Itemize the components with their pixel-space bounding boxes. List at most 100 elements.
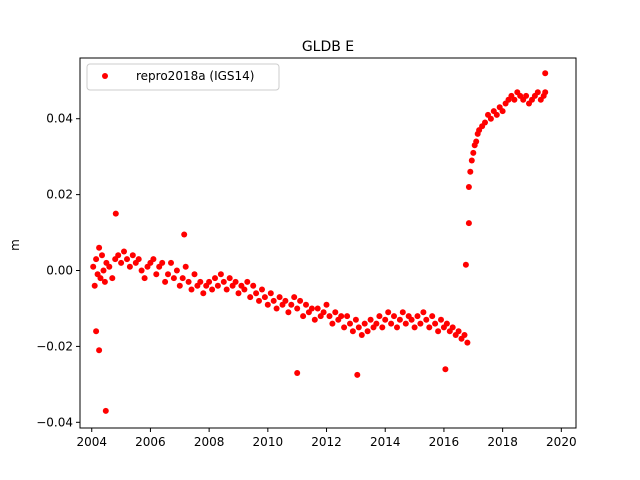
data-point [300, 313, 307, 320]
data-point [408, 316, 415, 323]
data-point [96, 347, 103, 354]
data-point [135, 256, 142, 263]
legend-marker [102, 73, 108, 79]
data-point [276, 294, 283, 301]
y-axis: −0.04 −0.02 0.00 0.02 0.04 [36, 112, 80, 429]
data-point [200, 290, 207, 297]
data-point [391, 313, 397, 320]
data-point [499, 108, 506, 115]
data-point [250, 282, 257, 289]
data-point [349, 328, 356, 335]
data-point [338, 313, 345, 320]
data-point [282, 297, 289, 304]
data-point [212, 275, 218, 282]
data-point [320, 309, 327, 316]
data-points [90, 70, 549, 414]
data-point [188, 286, 195, 293]
data-point [358, 332, 365, 338]
data-point [285, 309, 292, 316]
data-point [217, 271, 224, 278]
data-point [170, 275, 177, 282]
data-point [115, 252, 122, 259]
data-point [385, 309, 392, 316]
y-tick-label: −0.02 [36, 339, 73, 353]
data-point [168, 259, 174, 266]
data-point [420, 309, 427, 316]
data-point [179, 275, 186, 282]
data-point [414, 313, 421, 320]
data-point [209, 286, 216, 293]
data-point [379, 324, 386, 331]
y-tick-label: 0.00 [46, 264, 73, 278]
data-point [455, 328, 462, 335]
data-point [294, 305, 301, 312]
data-point [323, 301, 330, 308]
data-point [399, 309, 406, 316]
x-tick-label: 2006 [135, 435, 166, 449]
data-point [332, 309, 339, 316]
data-point [417, 320, 424, 327]
data-point [382, 316, 389, 323]
data-point [470, 149, 477, 156]
data-point [493, 111, 500, 118]
data-point [438, 316, 444, 323]
data-point [367, 316, 374, 323]
data-point [534, 89, 541, 96]
data-point [214, 282, 221, 289]
data-point [354, 371, 361, 378]
data-point [223, 286, 230, 293]
data-point [308, 305, 315, 312]
data-point [118, 259, 125, 266]
data-point [294, 370, 301, 376]
x-tick-label: 2018 [487, 435, 518, 449]
data-point [482, 119, 488, 126]
chart-title: GLDB E [302, 39, 354, 55]
data-point [162, 278, 169, 285]
data-point [226, 275, 233, 282]
data-point [468, 157, 475, 164]
legend-box [86, 63, 280, 91]
data-point [291, 294, 298, 301]
x-axis: 2004 2006 2008 2010 2012 2014 2016 2018 2020 [76, 428, 577, 449]
data-point [361, 320, 368, 327]
data-point [341, 324, 348, 331]
data-point [344, 313, 351, 320]
data-point [176, 282, 183, 289]
data-point [191, 271, 198, 278]
y-axis-title: m [8, 239, 22, 251]
data-point [165, 271, 171, 278]
data-point [93, 328, 100, 335]
data-point [232, 278, 239, 285]
data-point [449, 324, 456, 331]
data-point [106, 263, 113, 270]
data-point [247, 294, 254, 301]
data-point [150, 256, 157, 263]
data-point [432, 320, 439, 327]
data-point [461, 332, 468, 338]
data-point [102, 407, 109, 414]
data-point [465, 184, 472, 190]
data-point [423, 316, 430, 323]
data-point [96, 244, 103, 251]
y-tick-label: −0.04 [36, 415, 73, 429]
x-tick-label: 2008 [194, 435, 225, 449]
data-point [288, 301, 295, 308]
data-point [141, 275, 148, 282]
data-point [297, 297, 304, 304]
x-tick-label: 2004 [76, 435, 107, 449]
data-point [235, 290, 242, 297]
data-point [467, 168, 474, 175]
data-point [273, 305, 280, 312]
data-point [326, 313, 333, 320]
data-point [185, 278, 192, 285]
y-tick-label: 0.04 [46, 112, 73, 126]
data-point [462, 261, 469, 268]
data-point [138, 267, 145, 274]
data-point [173, 267, 180, 274]
data-point [355, 324, 362, 331]
data-point [329, 320, 336, 327]
data-point [206, 278, 213, 285]
data-point [182, 263, 189, 270]
data-point [429, 313, 436, 320]
data-point [100, 267, 107, 274]
